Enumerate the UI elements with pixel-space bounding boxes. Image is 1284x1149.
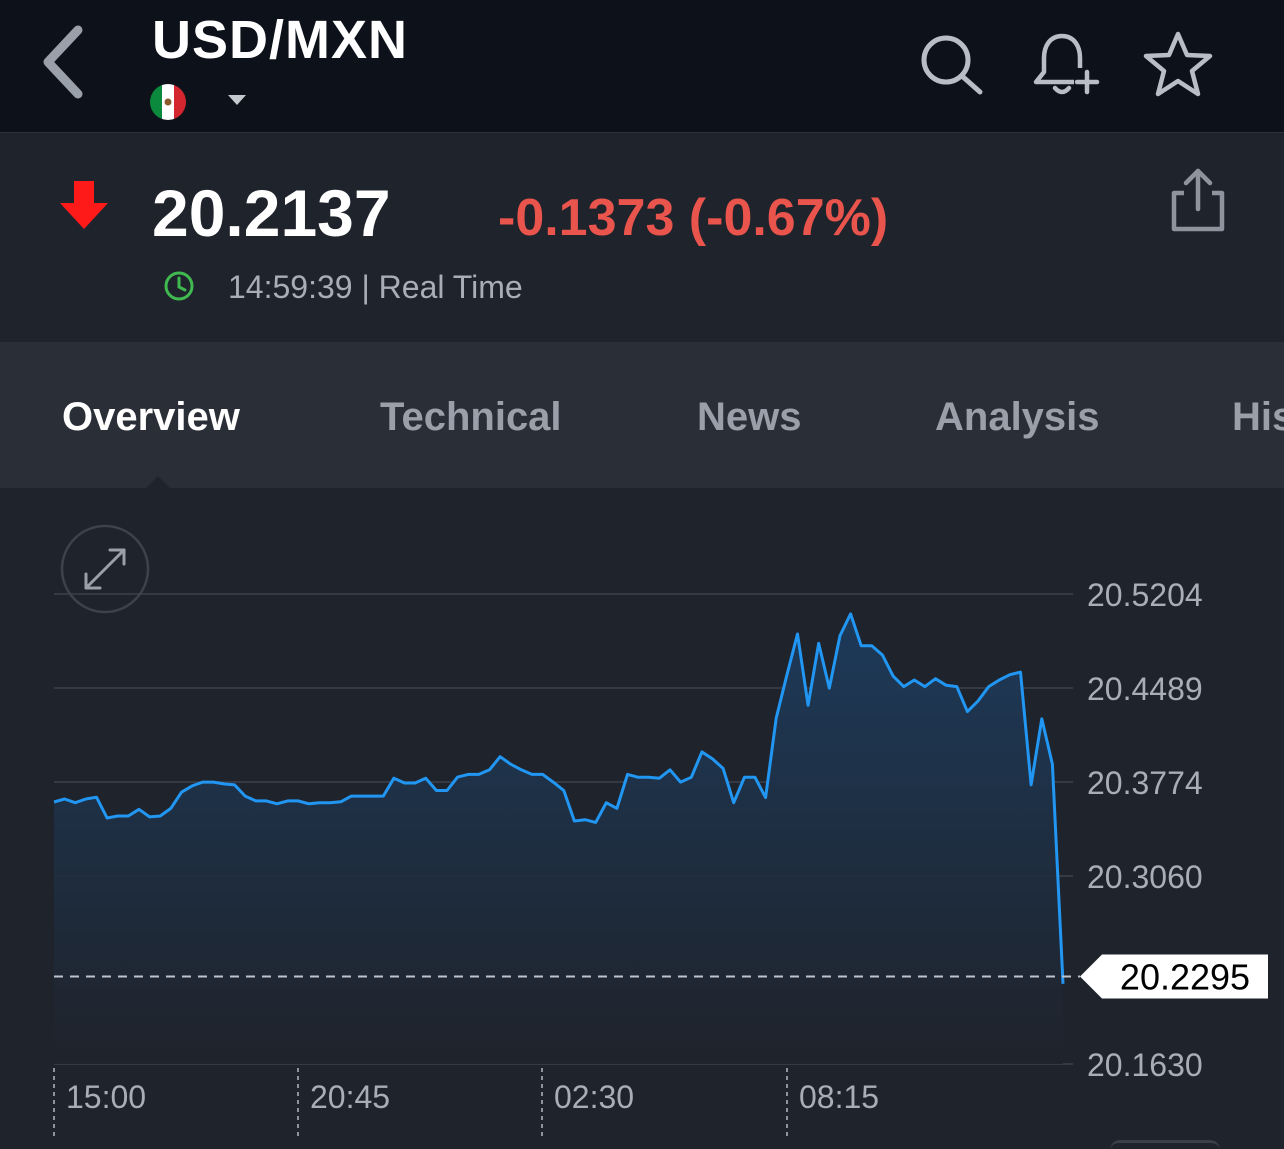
current-price: 20.2137 <box>152 176 391 250</box>
search-icon[interactable] <box>914 28 986 100</box>
update-time: 14:59:39 | Real Time <box>228 269 523 305</box>
y-tick-label: 20.4489 <box>1087 671 1203 707</box>
y-tick-label: 20.1630 <box>1087 1047 1203 1083</box>
tab-technical[interactable]: Technical <box>380 395 562 439</box>
arrow-down-icon <box>60 181 108 229</box>
tab-analysis[interactable]: Analysis <box>935 395 1100 439</box>
drag-handle[interactable] <box>1110 1140 1220 1149</box>
x-tick-label: 08:15 <box>799 1079 879 1115</box>
top-bar: USD/MXN <box>0 0 1284 133</box>
tab-overview[interactable]: Overview <box>62 395 240 439</box>
x-tick-label: 02:30 <box>554 1079 634 1115</box>
price-chart[interactable]: 20.5204 20.4489 20.3774 20.3060 20.1630 20.22… <box>0 488 1284 1149</box>
chevron-down-icon[interactable] <box>226 92 248 108</box>
expand-icon[interactable] <box>60 524 150 614</box>
bell-plus-icon[interactable] <box>1028 28 1100 100</box>
y-tick-label: 20.3774 <box>1087 765 1203 801</box>
page-title: USD/MXN <box>152 10 409 70</box>
x-tick-label: 20:45 <box>310 1079 390 1115</box>
active-tab-pointer <box>144 476 172 490</box>
current-value-tag <box>1080 954 1268 999</box>
current-value-label: 20.2295 <box>1120 957 1250 998</box>
mexico-flag-icon[interactable] <box>150 84 186 120</box>
x-tick-label: 15:00 <box>66 1079 146 1115</box>
y-tick-label: 20.5204 <box>1087 577 1203 613</box>
clock-icon <box>164 271 194 301</box>
tab-news[interactable]: News <box>697 395 802 439</box>
share-icon[interactable] <box>1162 163 1234 235</box>
tab-historical[interactable]: His <box>1232 395 1284 439</box>
back-icon[interactable] <box>34 22 94 102</box>
y-tick-label: 20.3060 <box>1087 859 1203 895</box>
price-change: -0.1373 (-0.67%) <box>498 189 889 247</box>
chart-canvas[interactable]: 20.5204 20.4489 20.3774 20.3060 20.1630 20.22… <box>0 488 1284 1149</box>
price-area <box>54 613 1063 1064</box>
price-line <box>53 612 1065 984</box>
star-icon[interactable] <box>1142 28 1214 100</box>
quote-panel: 20.2137 -0.1373 (-0.67%) 14:59:39 | Real… <box>0 133 1284 341</box>
section-tabs: Overview Technical News Analysis His <box>0 342 1284 490</box>
